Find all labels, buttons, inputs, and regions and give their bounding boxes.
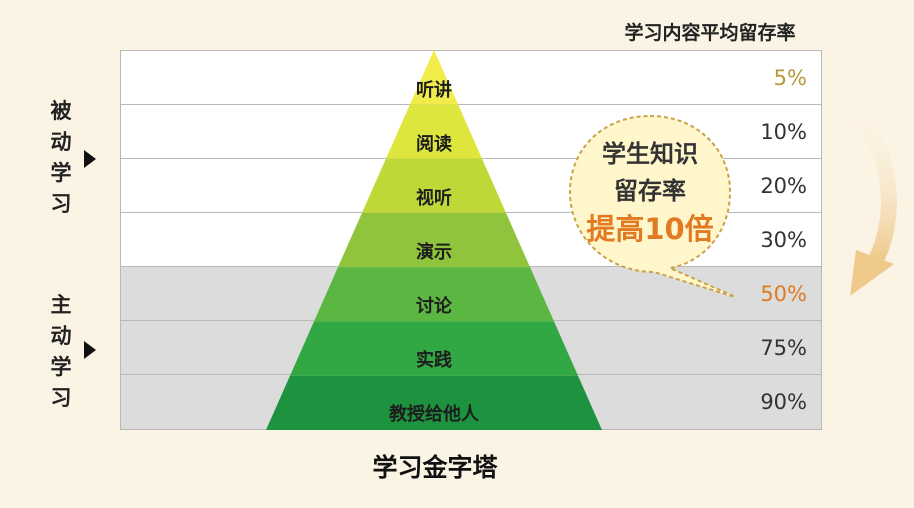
retention-header: 学习内容平均留存率: [624, 22, 796, 44]
retention-percent: 30%: [760, 228, 807, 252]
level-label-demonstration: 演示: [416, 242, 452, 263]
retention-percent: 10%: [760, 120, 807, 144]
curved-arrow-icon: [844, 103, 897, 296]
active-learning-label: 主动学习: [50, 293, 72, 410]
pyramid-tier: [290, 321, 578, 376]
pyramid-tier: [314, 267, 554, 322]
level-label-listening: 听讲: [416, 80, 452, 101]
level-label-practice: 实践: [416, 350, 452, 371]
bubble-highlight: 提高10倍: [586, 212, 714, 246]
speech-bubble: [568, 114, 734, 298]
table-row: 5%: [121, 51, 821, 105]
passive-pointer-icon: [84, 150, 96, 168]
retention-percent: 20%: [760, 174, 807, 198]
active-pointer-icon: [84, 341, 96, 359]
retention-percent: 50%: [760, 282, 807, 306]
passive-learning-label: 被动学习: [50, 99, 72, 216]
pyramid-tier: [338, 212, 530, 268]
bubble-line-1: 学生知识: [602, 140, 698, 168]
pyramid-tier: [266, 375, 602, 430]
pyramid-tier: [386, 104, 482, 159]
retention-percent: 5%: [773, 66, 807, 90]
pyramid-tier: [362, 158, 506, 213]
level-label-reading: 阅读: [416, 134, 452, 155]
level-label-discussion: 讨论: [416, 296, 452, 317]
bubble-line-2: 留存率: [614, 177, 686, 205]
bubble-content: 学生知识 留存率 提高10倍: [566, 134, 734, 248]
retention-percent: 75%: [760, 336, 807, 360]
level-label-teaching: 教授给他人: [389, 404, 479, 425]
retention-percent: 90%: [760, 390, 807, 414]
pyramid-title: 学习金字塔: [372, 453, 498, 482]
level-label-audiovisual: 视听: [416, 188, 452, 209]
pyramid-tier: [410, 50, 458, 105]
